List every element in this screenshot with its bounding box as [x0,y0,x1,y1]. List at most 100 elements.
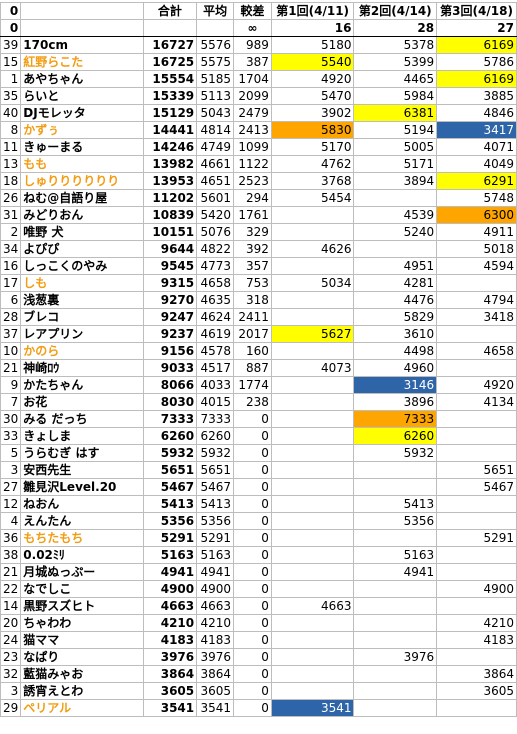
row-diff[interactable]: 2099 [233,87,272,105]
row-round2[interactable]: 6381 [353,104,438,122]
row-name[interactable]: お花 [20,393,144,411]
row-name[interactable]: あやちゃん [20,70,144,88]
row-diff[interactable]: 0 [233,631,272,649]
row-diff[interactable]: 0 [233,529,272,547]
row-total[interactable]: 4183 [142,631,198,649]
row-average[interactable]: 4183 [196,631,235,649]
row-total[interactable]: 16725 [142,53,198,71]
row-total[interactable]: 9270 [142,291,198,309]
row-round3[interactable] [436,444,517,462]
row-round1[interactable]: 4663 [270,597,355,615]
row-round1[interactable]: 3768 [270,172,355,190]
row-index[interactable]: 39 [0,36,22,54]
row-average[interactable]: 3541 [196,699,235,717]
row-round2[interactable] [353,631,438,649]
row-diff[interactable]: 1099 [233,138,272,156]
row-diff[interactable]: 1704 [233,70,272,88]
row-diff[interactable]: 238 [233,393,272,411]
row-index[interactable]: 17 [0,274,22,292]
row-diff[interactable]: 887 [233,359,272,377]
row-total[interactable]: 13982 [142,155,198,173]
row-round3[interactable]: 4183 [436,631,517,649]
row-round1[interactable] [270,308,355,326]
row-round2[interactable]: 3894 [353,172,438,190]
header-index[interactable]: 0 [0,2,22,20]
row-total[interactable]: 6260 [142,427,198,445]
row-round2[interactable]: 5984 [353,87,438,105]
row-total[interactable]: 3976 [142,648,198,666]
row-total[interactable]: 5356 [142,512,198,530]
row-round1[interactable] [270,291,355,309]
row-round1[interactable]: 5830 [270,121,355,139]
row-index[interactable]: 11 [0,138,22,156]
row-round3[interactable]: 5786 [436,53,517,71]
row-average[interactable]: 3976 [196,648,235,666]
row-round2[interactable]: 3976 [353,648,438,666]
row-average[interactable]: 5467 [196,478,235,496]
row-diff[interactable]: 0 [233,563,272,581]
row-total[interactable]: 10151 [142,223,198,241]
row-round1[interactable]: 3541 [270,699,355,717]
row-index[interactable]: 6 [0,291,22,309]
row-round1[interactable]: 4073 [270,359,355,377]
row-total[interactable]: 13953 [142,172,198,190]
row-round2[interactable]: 4941 [353,563,438,581]
row-round2[interactable]: 4960 [353,359,438,377]
row-diff[interactable]: 0 [233,478,272,496]
row-round3[interactable]: 5651 [436,461,517,479]
row-round2[interactable] [353,478,438,496]
row-total[interactable]: 9545 [142,257,198,275]
row-round1[interactable] [270,478,355,496]
row-round1[interactable] [270,580,355,598]
row-total[interactable]: 9156 [142,342,198,360]
row-name[interactable]: 月城ぬっぷー [20,563,144,581]
row-average[interactable]: 4900 [196,580,235,598]
row-round2[interactable]: 4951 [353,257,438,275]
row-name[interactable]: 唯野 犬 [20,223,144,241]
row-total[interactable]: 5413 [142,495,198,513]
row-round3[interactable] [436,597,517,615]
row-index[interactable]: 35 [0,87,22,105]
row-index[interactable]: 24 [0,631,22,649]
row-average[interactable]: 5113 [196,87,235,105]
row-index[interactable]: 34 [0,240,22,258]
row-name[interactable]: きゅーまる [20,138,144,156]
row-round2[interactable]: 5163 [353,546,438,564]
row-index[interactable]: 4 [0,512,22,530]
row-name[interactable]: 藍猫みゃお [20,665,144,683]
row-name[interactable]: きょしま [20,427,144,445]
row-name[interactable]: ちゃわわ [20,614,144,632]
row-diff[interactable]: 1774 [233,376,272,394]
row-round3[interactable] [436,546,517,564]
sub-name[interactable] [20,19,144,37]
row-average[interactable]: 4773 [196,257,235,275]
row-round1[interactable] [270,376,355,394]
row-total[interactable]: 4210 [142,614,198,632]
row-round1[interactable] [270,461,355,479]
row-round1[interactable] [270,648,355,666]
row-average[interactable]: 4663 [196,597,235,615]
row-total[interactable]: 5467 [142,478,198,496]
row-round3[interactable]: 4210 [436,614,517,632]
row-index[interactable]: 10 [0,342,22,360]
row-average[interactable]: 4651 [196,172,235,190]
row-index[interactable]: 21 [0,563,22,581]
sub-round2-count[interactable]: 28 [353,19,438,37]
row-round1[interactable]: 5470 [270,87,355,105]
row-index[interactable]: 37 [0,325,22,343]
row-round1[interactable] [270,614,355,632]
row-total[interactable]: 4900 [142,580,198,598]
row-total[interactable]: 14246 [142,138,198,156]
row-round1[interactable] [270,546,355,564]
row-round3[interactable]: 5018 [436,240,517,258]
row-name[interactable]: うらむぎ はす [20,444,144,462]
row-total[interactable]: 9237 [142,325,198,343]
row-total[interactable]: 4663 [142,597,198,615]
row-diff[interactable]: 2017 [233,325,272,343]
row-average[interactable]: 5575 [196,53,235,71]
row-index[interactable]: 40 [0,104,22,122]
row-round2[interactable]: 5829 [353,308,438,326]
row-index[interactable]: 28 [0,308,22,326]
row-total[interactable]: 9315 [142,274,198,292]
row-round2[interactable]: 5005 [353,138,438,156]
